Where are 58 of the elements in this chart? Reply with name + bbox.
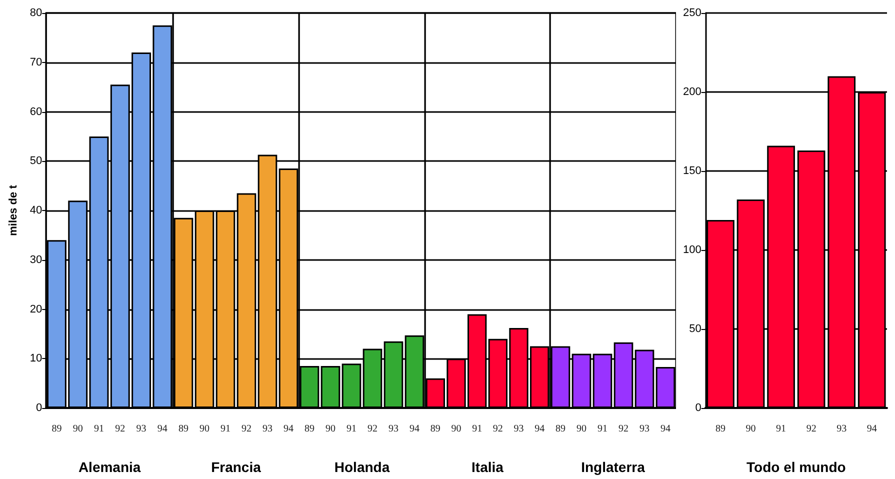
- x-tick-label: 90: [746, 424, 756, 434]
- x-axis-title: Francia: [211, 459, 262, 475]
- x-tick-label: 93: [136, 424, 146, 434]
- x-tick-label: 90: [576, 424, 586, 434]
- x-tick-label: 94: [284, 424, 294, 434]
- x-tick-label: 89: [178, 424, 188, 434]
- x-tick-label: 94: [157, 424, 168, 434]
- x-axis-title: Todo el mundo: [746, 459, 846, 475]
- x-tick-label: 91: [346, 424, 356, 434]
- x-tick-label: 91: [776, 424, 786, 434]
- y-tick-label: 250: [682, 7, 702, 19]
- y-tick-label: 80: [30, 7, 42, 19]
- y-tick-label: 0: [36, 402, 42, 414]
- x-tick-label: 89: [715, 424, 726, 434]
- x-tick-label: 92: [492, 424, 503, 434]
- y-tick-label: 50: [689, 323, 702, 335]
- x-tick-label: 90: [200, 424, 210, 434]
- x-tick-label: 90: [72, 424, 83, 434]
- x-tick-label: 93: [262, 424, 272, 434]
- x-axis-title: Holanda: [334, 459, 390, 475]
- x-tick-label: 89: [304, 424, 314, 434]
- x-tick-label: 92: [242, 424, 252, 434]
- x-tick-label: 92: [618, 424, 628, 434]
- x-tick-label: 93: [514, 424, 524, 434]
- x-tick-label: 89: [52, 424, 62, 434]
- y-tick-label: 60: [30, 106, 42, 118]
- y-tick-label: 200: [682, 86, 702, 98]
- x-tick-label: 89: [430, 424, 440, 434]
- y-tick-label: 30: [30, 254, 42, 266]
- x-tick-label: 94: [410, 424, 420, 434]
- x-tick-label: 92: [368, 424, 378, 434]
- y-tick-label: 40: [30, 204, 42, 216]
- y-tick-label: 70: [30, 56, 42, 68]
- x-tick-label: 93: [836, 424, 847, 434]
- x-tick-label: 94: [866, 424, 877, 434]
- x-axis-title: Inglaterra: [581, 459, 646, 475]
- x-tick-label: 93: [388, 424, 398, 434]
- x-tick-label: 92: [806, 424, 816, 434]
- x-tick-label: 94: [660, 424, 670, 434]
- y-tick-label: 20: [30, 303, 42, 316]
- y-tick-label: 100: [682, 244, 702, 256]
- x-tick-label: 91: [598, 424, 608, 434]
- x-tick-label: 90: [326, 424, 336, 434]
- x-tick-label: 90: [451, 424, 462, 434]
- x-tick-label: 89: [556, 424, 566, 434]
- y-tick-label: 0: [695, 402, 702, 414]
- x-axis-title: Italia: [472, 459, 504, 475]
- y-tick-label: 50: [30, 155, 42, 168]
- x-tick-label: 91: [220, 424, 230, 434]
- x-tick-label: 92: [115, 424, 126, 434]
- x-tick-label: 91: [472, 424, 482, 434]
- y-tick-label: 10: [30, 352, 42, 365]
- x-tick-label: 91: [94, 424, 104, 434]
- x-axis-title: Alemania: [78, 459, 141, 475]
- y-tick-label: 150: [682, 165, 702, 177]
- y-axis-title: miles de t: [8, 184, 20, 236]
- x-tick-label: 94: [534, 424, 545, 434]
- x-tick-label: 93: [640, 424, 650, 434]
